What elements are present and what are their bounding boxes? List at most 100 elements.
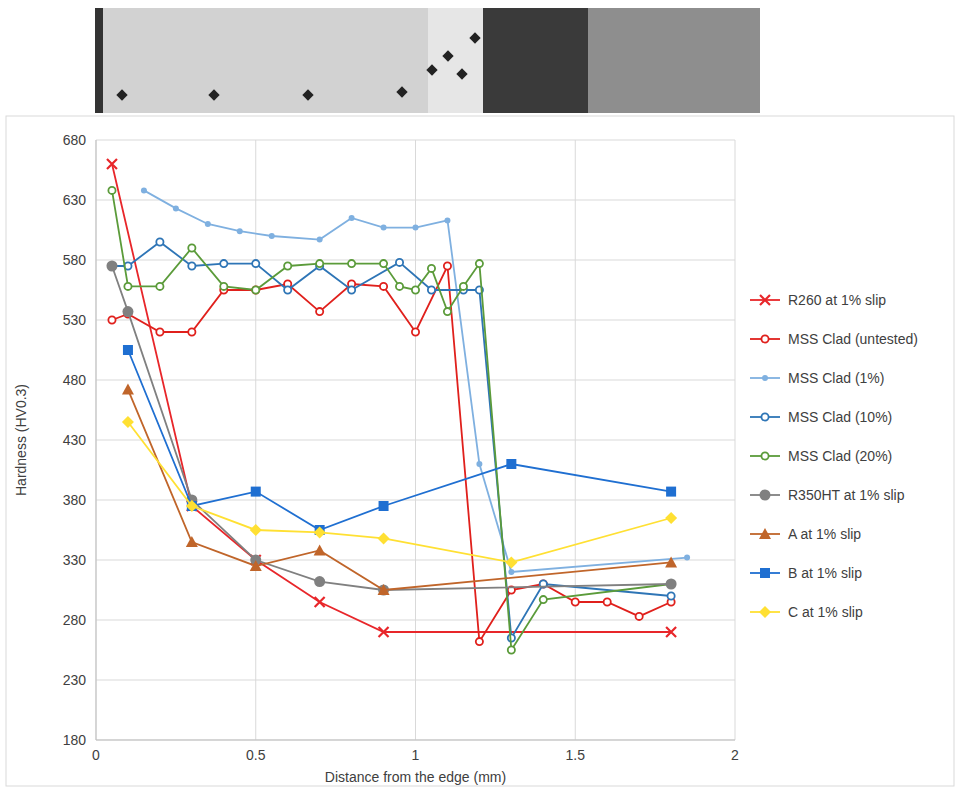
series-line <box>144 190 687 572</box>
marker <box>476 461 482 467</box>
marker <box>460 283 467 290</box>
y-axis <box>96 140 97 740</box>
marker <box>348 260 355 267</box>
legend-label: A at 1% slip <box>788 526 861 542</box>
x-grid <box>255 140 256 740</box>
marker <box>186 536 198 547</box>
marker <box>348 286 355 293</box>
micrograph-edge <box>95 8 103 113</box>
legend-marker <box>760 295 770 305</box>
series-line <box>128 422 671 562</box>
marker <box>636 613 643 620</box>
series <box>122 416 677 568</box>
marker <box>122 384 134 395</box>
micrograph-haz <box>483 8 588 113</box>
marker <box>684 555 690 561</box>
marker <box>380 260 387 267</box>
marker <box>220 260 227 267</box>
y-grid <box>96 740 735 741</box>
marker <box>250 524 262 536</box>
marker <box>665 512 677 524</box>
legend-label: MSS Clad (10%) <box>788 409 892 425</box>
marker <box>314 576 325 587</box>
marker <box>396 283 403 290</box>
marker <box>316 260 323 267</box>
marker <box>379 627 389 637</box>
series-line <box>112 266 671 590</box>
x-tick-label: 0.5 <box>246 747 266 763</box>
marker <box>188 262 195 269</box>
marker <box>124 283 131 290</box>
marker <box>572 598 579 605</box>
marker <box>444 308 451 315</box>
marker <box>428 265 435 272</box>
marker <box>106 261 117 272</box>
legend-marker <box>759 528 771 539</box>
x-tick-label: 1.5 <box>566 747 586 763</box>
x-tick-label: 1 <box>412 747 420 763</box>
series-line <box>112 266 671 642</box>
marker <box>508 569 514 575</box>
marker <box>604 598 611 605</box>
y-tick-label: 680 <box>63 132 87 148</box>
legend-marker <box>760 568 770 578</box>
indent <box>302 89 313 100</box>
legend-marker <box>759 606 771 618</box>
marker <box>122 306 133 317</box>
series-line <box>112 164 671 632</box>
marker <box>349 215 355 221</box>
indent <box>208 89 219 100</box>
legend-label: B at 1% slip <box>788 565 862 581</box>
marker <box>108 187 115 194</box>
indent <box>116 89 127 100</box>
marker <box>396 259 403 266</box>
marker <box>315 597 325 607</box>
marker <box>108 316 115 323</box>
y-tick-label: 480 <box>63 372 87 388</box>
legend-marker <box>761 335 768 342</box>
marker <box>250 560 262 571</box>
legend-marker <box>761 452 768 459</box>
micrograph-base <box>588 8 760 113</box>
marker <box>380 283 387 290</box>
marker <box>316 308 323 315</box>
marker <box>252 260 259 267</box>
y-tick-label: 330 <box>63 552 87 568</box>
marker <box>428 286 435 293</box>
marker <box>220 283 227 290</box>
y-tick-label: 530 <box>63 312 87 328</box>
marker <box>156 238 163 245</box>
indent <box>469 32 480 43</box>
legend-label: MSS Clad (untested) <box>788 331 918 347</box>
marker <box>668 592 675 599</box>
marker <box>123 345 133 355</box>
marker <box>444 262 451 269</box>
y-tick-label: 280 <box>63 612 87 628</box>
marker <box>173 205 179 211</box>
marker <box>252 286 259 293</box>
x-grid <box>96 140 97 740</box>
marker <box>540 596 547 603</box>
legend-label: C at 1% slip <box>788 604 863 620</box>
marker <box>666 487 676 497</box>
series <box>123 345 676 535</box>
marker <box>186 500 198 512</box>
legend-marker <box>760 490 771 501</box>
marker <box>476 260 483 267</box>
legend: R260 at 1% slipMSS Clad (untested)MSS Cl… <box>750 292 918 620</box>
marker <box>666 579 677 590</box>
marker <box>378 532 390 544</box>
marker <box>122 416 134 428</box>
marker <box>378 584 390 595</box>
x-tick-label: 2 <box>731 747 739 763</box>
y-axis-title: Hardness (HV0.3) <box>13 384 29 496</box>
x-grid <box>735 140 736 740</box>
marker <box>476 638 483 645</box>
marker <box>508 646 515 653</box>
marker <box>317 237 323 243</box>
marker <box>505 556 517 568</box>
marker <box>506 459 516 469</box>
marker <box>188 244 195 251</box>
marker <box>252 286 259 293</box>
marker <box>412 286 419 293</box>
